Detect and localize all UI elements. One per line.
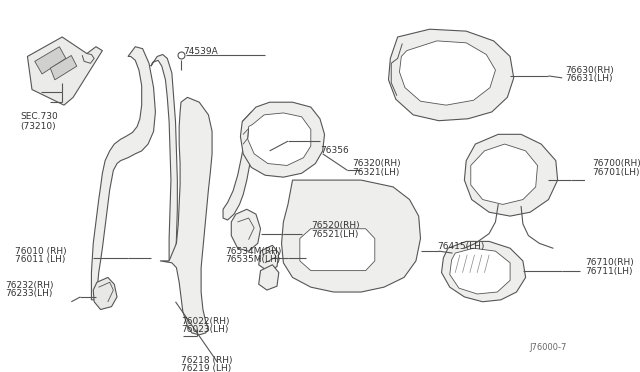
Text: 74539A: 74539A bbox=[183, 47, 218, 56]
Polygon shape bbox=[248, 113, 311, 166]
Text: 76218 (RH): 76218 (RH) bbox=[181, 356, 232, 365]
Text: 76011 (LH): 76011 (LH) bbox=[15, 256, 65, 264]
Polygon shape bbox=[160, 97, 212, 335]
Text: (73210): (73210) bbox=[20, 122, 56, 131]
Text: 76535M(LH): 76535M(LH) bbox=[225, 256, 280, 264]
Polygon shape bbox=[282, 180, 420, 292]
Polygon shape bbox=[51, 55, 77, 80]
Polygon shape bbox=[231, 209, 260, 251]
Text: 76320(RH): 76320(RH) bbox=[352, 159, 401, 168]
Text: SEC.730: SEC.730 bbox=[20, 112, 58, 121]
Text: 76630(RH): 76630(RH) bbox=[565, 65, 614, 74]
Polygon shape bbox=[300, 229, 375, 270]
Polygon shape bbox=[259, 265, 279, 290]
Text: 76534M(RH): 76534M(RH) bbox=[225, 247, 281, 256]
Polygon shape bbox=[399, 41, 495, 105]
Polygon shape bbox=[35, 47, 66, 74]
Polygon shape bbox=[28, 37, 102, 105]
Polygon shape bbox=[93, 278, 117, 310]
Text: 76010 (RH): 76010 (RH) bbox=[15, 247, 67, 256]
Text: 76700(RH): 76700(RH) bbox=[593, 159, 640, 168]
Text: 76415(LH): 76415(LH) bbox=[437, 242, 484, 251]
Polygon shape bbox=[259, 245, 279, 270]
Text: 76520(RH): 76520(RH) bbox=[311, 221, 360, 230]
Text: 76321(LH): 76321(LH) bbox=[352, 168, 399, 177]
Text: 76023(LH): 76023(LH) bbox=[181, 326, 228, 334]
Text: 76701(LH): 76701(LH) bbox=[593, 168, 640, 177]
Polygon shape bbox=[223, 112, 256, 220]
Polygon shape bbox=[471, 144, 538, 205]
Text: J76000-7: J76000-7 bbox=[529, 343, 567, 352]
Text: 76022(RH): 76022(RH) bbox=[181, 317, 230, 326]
Text: 76219 (LH): 76219 (LH) bbox=[181, 365, 231, 372]
Text: 76711(LH): 76711(LH) bbox=[585, 267, 632, 276]
Polygon shape bbox=[388, 29, 514, 121]
Text: 76232(RH): 76232(RH) bbox=[6, 281, 54, 290]
Polygon shape bbox=[450, 248, 510, 294]
Polygon shape bbox=[442, 241, 525, 302]
Text: 76233(LH): 76233(LH) bbox=[6, 289, 53, 298]
Polygon shape bbox=[92, 47, 156, 300]
Polygon shape bbox=[465, 134, 557, 216]
Polygon shape bbox=[151, 55, 177, 261]
Text: 76710(RH): 76710(RH) bbox=[585, 258, 634, 267]
Text: 76631(LH): 76631(LH) bbox=[565, 74, 612, 83]
Text: 76356: 76356 bbox=[320, 146, 349, 155]
Polygon shape bbox=[241, 102, 324, 177]
Text: 76521(LH): 76521(LH) bbox=[311, 230, 358, 239]
